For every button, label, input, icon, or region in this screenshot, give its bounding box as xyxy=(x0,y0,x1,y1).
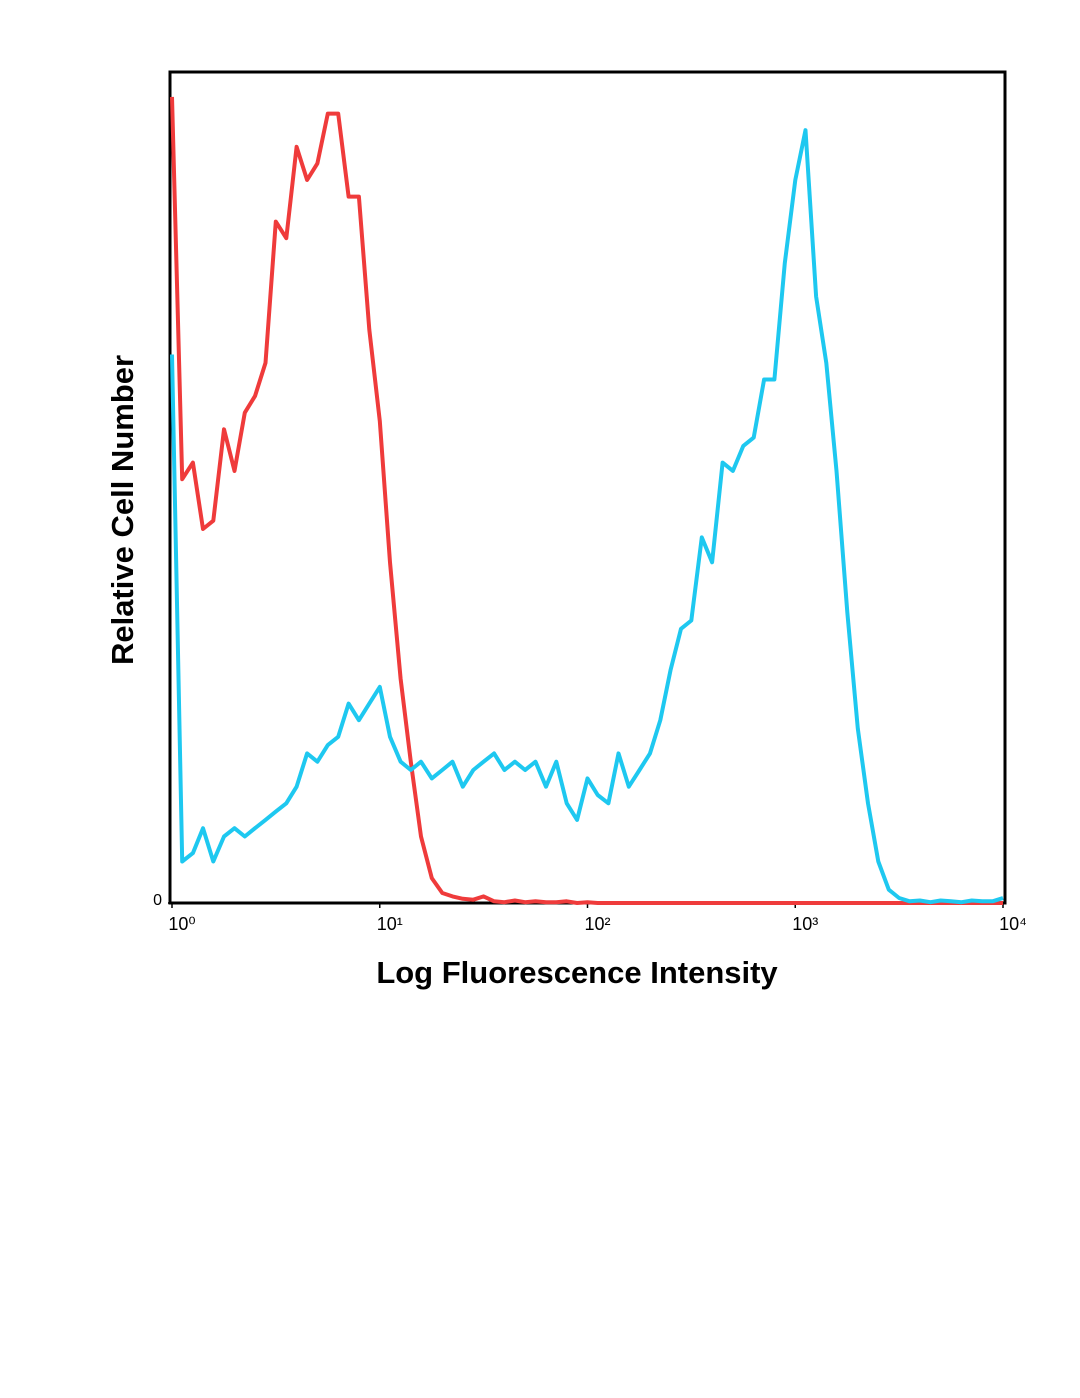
y-tick-label: 0 xyxy=(153,892,162,909)
x-tick-label: 10² xyxy=(584,914,610,934)
y-axis-label: Relative Cell Number xyxy=(105,355,140,665)
x-tick-label: 10⁴ xyxy=(999,914,1027,934)
series-line xyxy=(170,128,1004,905)
series-line xyxy=(170,96,1003,905)
x-tick-label: 10³ xyxy=(792,914,818,934)
x-axis-label: Log Fluorescence Intensity xyxy=(376,955,778,990)
x-tick-label: 10¹ xyxy=(377,914,403,934)
x-tick-label: 10⁰ xyxy=(168,914,195,934)
